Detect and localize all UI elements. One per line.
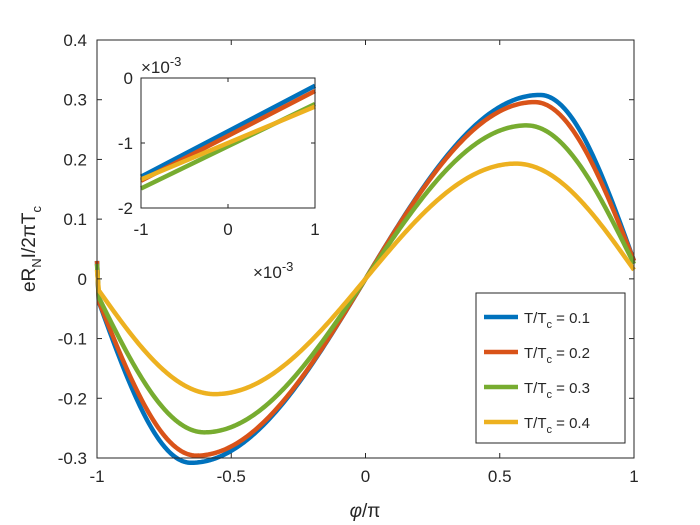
inset-x-exponent: ×10-3 <box>253 259 293 282</box>
y-tick-label: -0.3 <box>58 449 87 468</box>
y-tick-label: 0 <box>78 270 87 289</box>
y-tick-label: 0.2 <box>63 150 87 169</box>
inset-y-exponent-base: ×10 <box>141 58 170 77</box>
inset-x-tick-label: 1 <box>310 220 319 239</box>
inset-series-line-t-tc-0-4 <box>140 104 316 182</box>
legend-label-t-tc-0-2: T/Tc = 0.2 <box>524 345 590 366</box>
legend-label-post: = 0.1 <box>552 310 590 327</box>
inset-ticks: -1 0 1-2-10 <box>118 69 320 239</box>
inset-y-exponent-power: -3 <box>170 54 182 69</box>
inset-y-tick-label: -2 <box>118 199 133 218</box>
inset-x-exponent-base: ×10 <box>253 263 282 282</box>
x-tick-label: -0.5 <box>217 467 246 486</box>
y-tick-label: 0.4 <box>63 31 87 50</box>
legend-entries: T/Tc = 0.1T/Tc = 0.2T/Tc = 0.3T/Tc = 0.4 <box>484 310 590 436</box>
x-axis-label-rest: /π <box>362 501 380 522</box>
inset-x-tick-label: -1 <box>133 220 148 239</box>
x-axis-label-symbol: φ <box>350 501 362 522</box>
inset-y-tick-label: 0 <box>124 69 133 88</box>
inset-x-tick-label: 0 <box>223 220 232 239</box>
inset-series-line-t-tc-0-1 <box>139 83 317 179</box>
y-tick-label: 0.1 <box>63 210 87 229</box>
inset-axes: -1 0 1-2-10 ×10-3 ×10-3 <box>118 54 320 282</box>
legend-label-post: = 0.4 <box>552 415 590 432</box>
main-ticks: -1 -0.5 0 0.5 1 -0.3 -0.2 -0.1 0 0.1 0.2 0.3 0.4 <box>58 31 639 486</box>
legend-label-t-tc-0-1: T/Tc = 0.1 <box>524 310 590 331</box>
y-axis-label-part-4: c <box>29 205 44 212</box>
inset-series-group <box>139 83 317 191</box>
series-line-t-tc-0-4 <box>94 161 636 397</box>
y-axis-label-part-3: I/2πT <box>19 212 40 258</box>
y-axis-label-part-2: N <box>29 258 44 267</box>
legend-label-pre: T/T <box>524 380 547 397</box>
legend-label-t-tc-0-3: T/Tc = 0.3 <box>524 380 590 401</box>
legend-label-pre: T/T <box>524 415 547 432</box>
x-tick-label: 0 <box>361 467 370 486</box>
x-tick-label: 0.5 <box>488 467 512 486</box>
x-tick-label: -1 <box>89 467 104 486</box>
y-tick-label: 0.3 <box>63 91 87 110</box>
legend-label-post: = 0.2 <box>552 345 590 362</box>
legend-label-pre: T/T <box>524 310 547 327</box>
legend-label-sub: c <box>547 319 553 331</box>
legend-label-post: = 0.3 <box>552 380 590 397</box>
inset-x-exponent-power: -3 <box>282 259 294 274</box>
y-axis-label: eRNI/2πTc <box>19 205 44 292</box>
y-tick-label: -0.1 <box>58 330 87 349</box>
legend-label-sub: c <box>547 389 553 401</box>
x-tick-label: 1 <box>629 467 638 486</box>
y-axis-label-part-1: eR <box>19 268 40 292</box>
main-series-group <box>94 92 637 466</box>
legend-label-sub: c <box>547 424 553 436</box>
x-axis-label: φ/π <box>350 501 381 522</box>
y-tick-label: -0.2 <box>58 389 87 408</box>
inset-y-exponent: ×10-3 <box>141 54 181 77</box>
legend-label-pre: T/T <box>524 345 547 362</box>
legend-label-t-tc-0-4: T/Tc = 0.4 <box>524 415 590 436</box>
legend-label-sub: c <box>547 354 553 366</box>
legend: T/Tc = 0.1T/Tc = 0.2T/Tc = 0.3T/Tc = 0.4 <box>475 292 626 444</box>
inset-y-tick-label: -1 <box>118 134 133 153</box>
